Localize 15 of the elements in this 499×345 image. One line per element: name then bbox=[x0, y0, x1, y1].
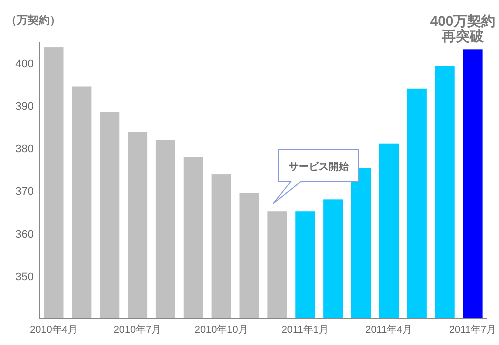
x-tick-label: 2010年7月 bbox=[114, 324, 162, 336]
x-tick-label: 2010年10月 bbox=[194, 324, 248, 336]
annotation: サービス開始 bbox=[288, 161, 350, 173]
x-tick-label: 2011年7月 bbox=[449, 324, 497, 336]
y-tick-label: 380 bbox=[16, 144, 34, 156]
y-tick-label: 400 bbox=[16, 58, 34, 70]
y-tick-label: 360 bbox=[16, 228, 34, 241]
y-axis-title: （万契約） bbox=[6, 14, 61, 27]
y-tick-label: 390 bbox=[16, 100, 34, 113]
x-tick-label: 2011年4月 bbox=[366, 324, 413, 336]
x-tick-label: 2010年4月 bbox=[30, 324, 78, 336]
annotation: 400万契約再突破 bbox=[429, 12, 497, 44]
y-tick-label: 350 bbox=[16, 271, 34, 284]
x-tick-label: 2011年1月 bbox=[282, 324, 329, 336]
y-tick-label: 370 bbox=[16, 186, 34, 198]
